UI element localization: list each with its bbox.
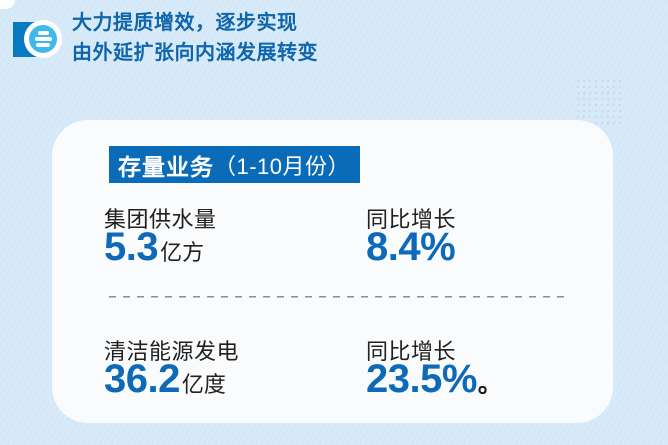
list-badge-icon-circle xyxy=(24,20,62,58)
list-icon-bar xyxy=(37,31,49,35)
growth-number: 8.4% xyxy=(366,225,456,269)
growth-suffix: 。 xyxy=(477,371,502,398)
stats-card: 存量业务 （1-10月份） 集团供水量 5.3 亿方 同比增长 8.4% 清洁能源… xyxy=(52,120,613,423)
section-period: （1-10月份） xyxy=(214,153,351,179)
metric-number: 5.3 xyxy=(104,225,159,269)
metric-label-water-supply: 集团供水量 xyxy=(104,207,217,232)
growth-value-clean-energy: 23.5% 。 xyxy=(366,358,502,400)
growth-label-water-supply: 同比增长 xyxy=(366,207,457,232)
growth-number: 23.5% xyxy=(366,357,477,401)
header-title: 大力提质增效，逐步实现 由外延扩张向内涵发展转变 xyxy=(72,8,318,68)
section-title: 存量业务 xyxy=(118,153,214,180)
list-icon-bar xyxy=(34,37,52,41)
growth-value-water-supply: 8.4% xyxy=(366,226,456,268)
section-title-banner: 存量业务 （1-10月份） xyxy=(109,146,361,183)
header-title-line-2: 由外延扩张向内涵发展转变 xyxy=(72,42,318,64)
metric-value-clean-energy: 36.2 亿度 xyxy=(104,358,226,400)
header-title-line-1: 大力提质增效，逐步实现 xyxy=(72,12,298,34)
top-left-corner-decoration xyxy=(0,0,15,9)
halftone-dots-decoration xyxy=(575,78,623,124)
metric-number: 36.2 xyxy=(104,357,180,401)
list-icon xyxy=(29,25,57,53)
metric-unit: 亿度 xyxy=(181,372,226,397)
dashed-divider xyxy=(109,296,571,298)
metric-unit: 亿方 xyxy=(160,240,205,265)
growth-label-clean-energy: 同比增长 xyxy=(366,339,457,364)
list-icon-bar xyxy=(36,43,50,47)
metric-value-water-supply: 5.3 亿方 xyxy=(104,226,204,268)
metric-label-clean-energy: 清洁能源发电 xyxy=(104,339,240,364)
